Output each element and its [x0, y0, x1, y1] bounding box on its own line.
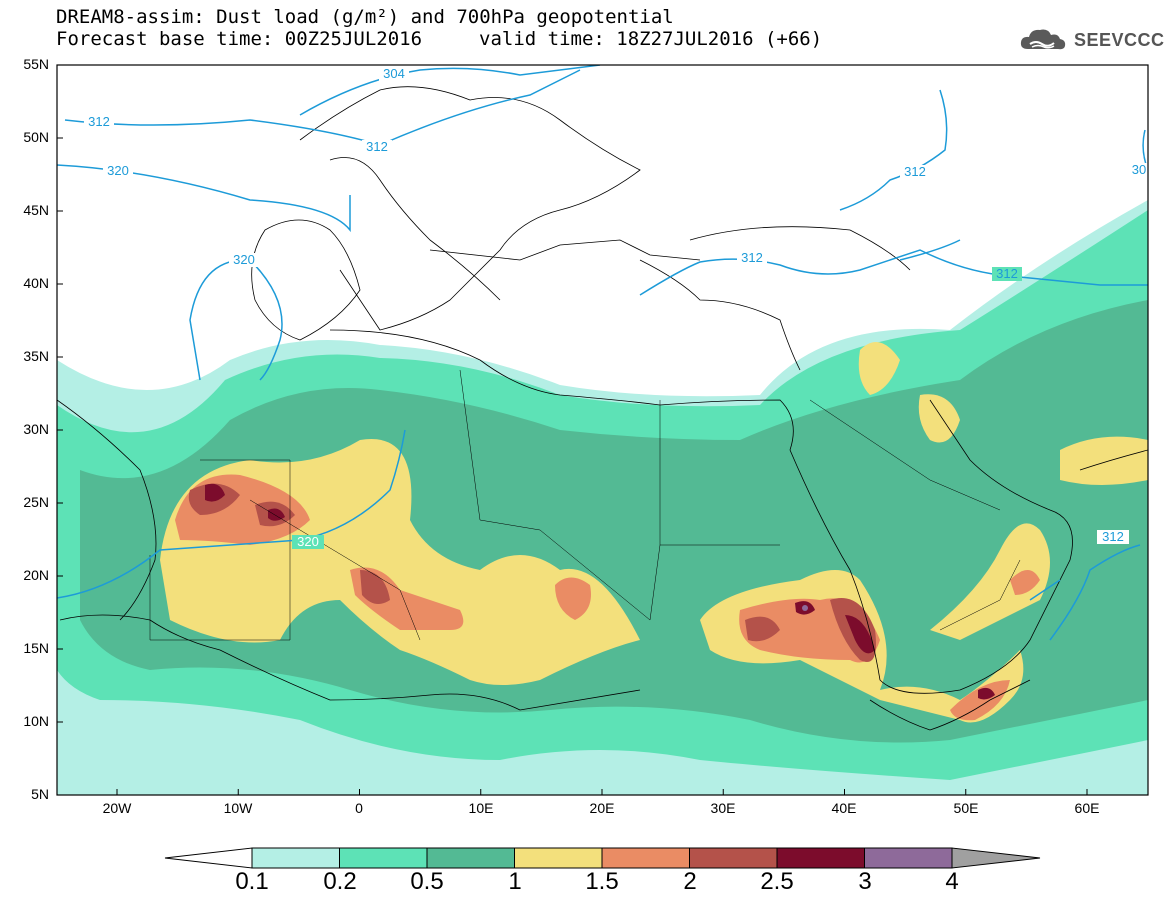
- colorbar-boxes: [251, 847, 953, 869]
- logo-text: SEEVCCC: [1074, 30, 1165, 50]
- lat-label: 45N: [23, 202, 49, 218]
- lon-label: 0: [355, 800, 363, 816]
- lat-label: 30N: [23, 421, 49, 437]
- map-title: DREAM8-assim: Dust load (g/m²) and 700hP…: [56, 6, 674, 28]
- contour-label: 320: [297, 534, 319, 549]
- lat-label: 25N: [23, 494, 49, 510]
- contour-label: 312: [88, 114, 110, 129]
- contour-label: 320: [107, 163, 129, 178]
- contour-label: 304: [383, 66, 405, 81]
- colorbar-swatch: [251, 847, 340, 869]
- contour-labels: 304 312 312 320 320 320 312 312 312 312 …: [84, 66, 1148, 549]
- colorbar-label: 4: [945, 868, 959, 895]
- lon-label: 50E: [953, 800, 979, 816]
- colorbar-label: 0.2: [323, 868, 357, 895]
- colorbar-right-arrow: [951, 847, 1041, 869]
- base-time: Forecast base time: 00Z25JUL2016: [56, 28, 423, 50]
- contour-label: 30: [1132, 162, 1146, 177]
- lon-label: 60E: [1074, 800, 1100, 816]
- lat-label: 55N: [23, 56, 49, 72]
- lat-label: 15N: [23, 640, 49, 656]
- lat-label: 20N: [23, 567, 49, 583]
- colorbar-label: 0.1: [235, 868, 269, 895]
- colorbar-label: 1: [508, 868, 522, 895]
- colorbar-swatch: [339, 847, 428, 869]
- dust-field: [57, 65, 1148, 795]
- lat-label: 10N: [23, 713, 49, 729]
- lat-label: 5N: [31, 786, 49, 802]
- colorbar-left-arrow: [164, 847, 253, 869]
- contour-label: 312: [366, 139, 388, 154]
- lat-label: 40N: [23, 275, 49, 291]
- colorbar-label: 1.5: [585, 868, 619, 895]
- forecast-time-line: Forecast base time: 00Z25JUL2016 valid ti…: [56, 28, 822, 50]
- contour-label: 312: [741, 250, 763, 265]
- lat-label: 35N: [23, 348, 49, 364]
- contour-label: 312: [904, 164, 926, 179]
- colorbar-label: 2: [683, 868, 697, 895]
- colorbar-swatch: [514, 847, 603, 869]
- colorbar-label: 0.5: [410, 868, 444, 895]
- contour-label: 312: [1102, 529, 1124, 544]
- colorbar-swatch: [864, 847, 953, 869]
- colorbar-swatch: [689, 847, 778, 869]
- colorbar-swatch: [426, 847, 515, 869]
- contour-label: 312: [996, 266, 1018, 281]
- country-borders: [149, 369, 1021, 641]
- valid-time: valid time: 18Z27JUL2016 (+66): [479, 28, 823, 50]
- axis-ticks: [57, 64, 1088, 796]
- lon-label: 10W: [223, 800, 253, 816]
- cloud-icon: [1020, 29, 1066, 50]
- colorbar-label: 3: [858, 868, 872, 895]
- lon-label: 20E: [589, 800, 615, 816]
- lat-label: 50N: [23, 129, 49, 145]
- colorbar: [164, 847, 1041, 869]
- colorbar-label: 2.5: [760, 868, 794, 895]
- colorbar-swatch: [601, 847, 690, 869]
- lon-label: 30E: [710, 800, 736, 816]
- lon-label: 40E: [831, 800, 857, 816]
- contour-label: 320: [233, 252, 255, 267]
- lon-label: 20W: [102, 800, 132, 816]
- colorbar-swatch: [776, 847, 865, 869]
- seevccc-logo: SEEVCCC: [1018, 25, 1164, 55]
- lon-label: 10E: [468, 800, 494, 816]
